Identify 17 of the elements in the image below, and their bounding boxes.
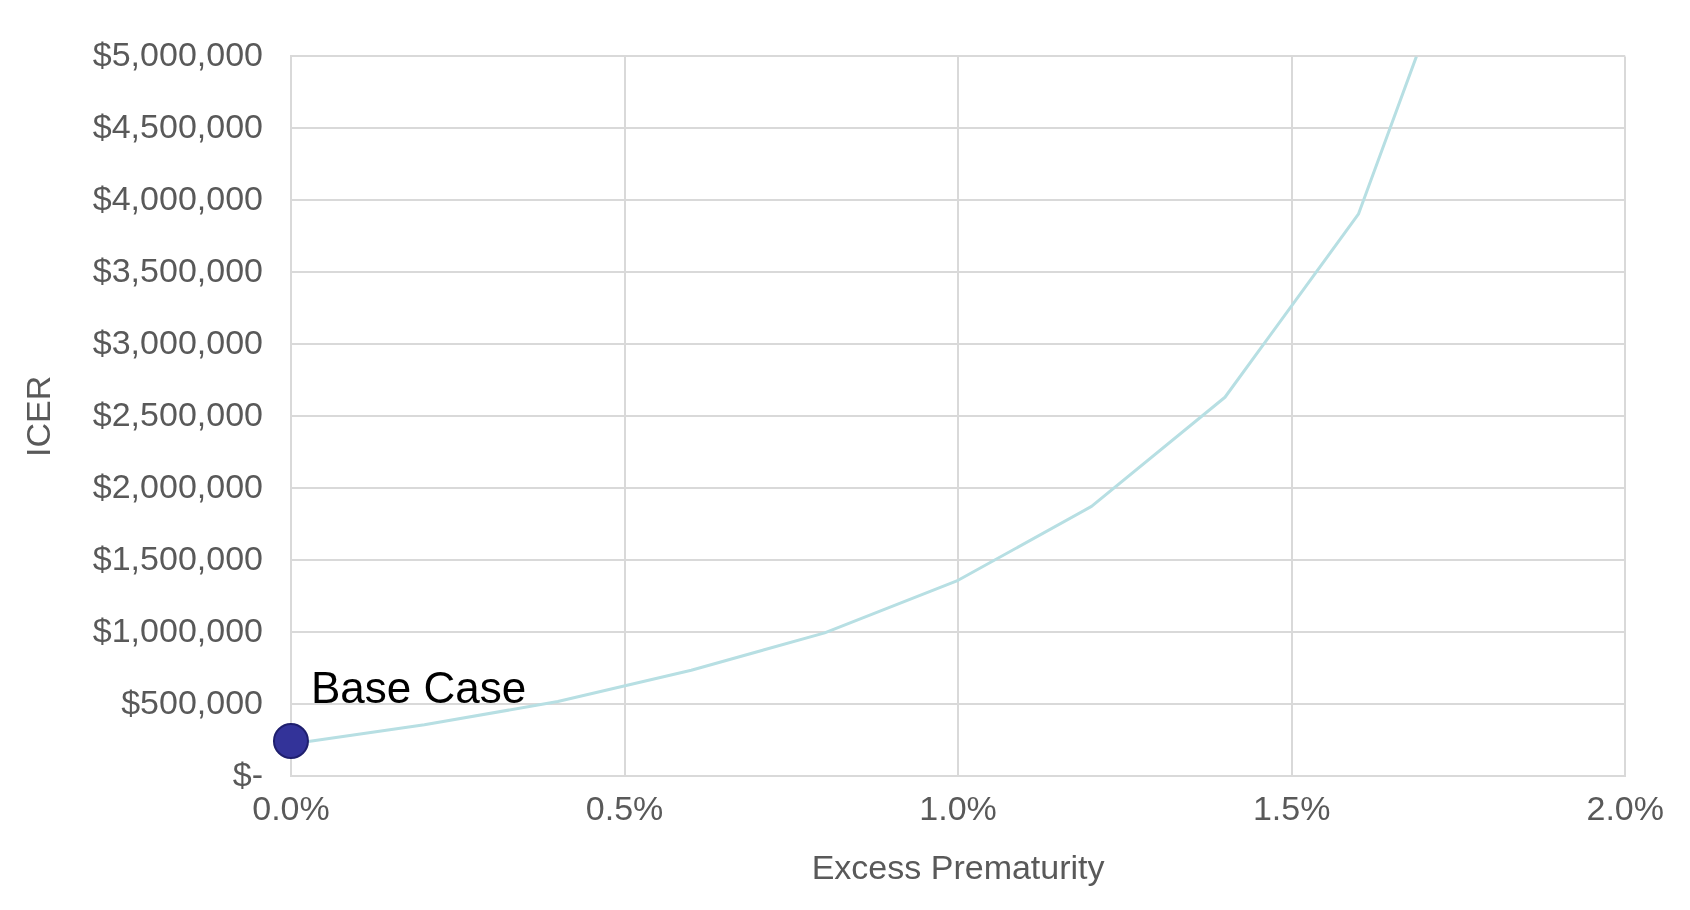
y-tick-label: $3,500,000 xyxy=(92,250,263,289)
y-tick-label: $2,000,000 xyxy=(92,466,263,505)
y-tick-label: $4,500,000 xyxy=(92,106,263,145)
y-axis-title: ICER xyxy=(18,375,57,458)
x-tick-label: 2.0% xyxy=(1586,789,1664,828)
y-tick-label: $5,000,000 xyxy=(92,34,263,73)
annotation: Base Case xyxy=(310,663,527,713)
y-tick-label: $4,000,000 xyxy=(92,178,263,217)
y-tick-label: $1,000,000 xyxy=(92,610,263,649)
x-axis-title: Excess Prematurity xyxy=(811,847,1105,886)
x-tick-label: 0.5% xyxy=(585,789,664,828)
x-tick-label: 1.5% xyxy=(1252,789,1331,828)
y-tick-label: $1,500,000 xyxy=(92,538,263,577)
y-tick-label: $3,000,000 xyxy=(92,322,263,361)
y-tick-label: $2,500,000 xyxy=(92,394,263,433)
x-tick-label: 1.0% xyxy=(919,789,997,828)
y-tick-label: $500,000 xyxy=(121,682,263,721)
